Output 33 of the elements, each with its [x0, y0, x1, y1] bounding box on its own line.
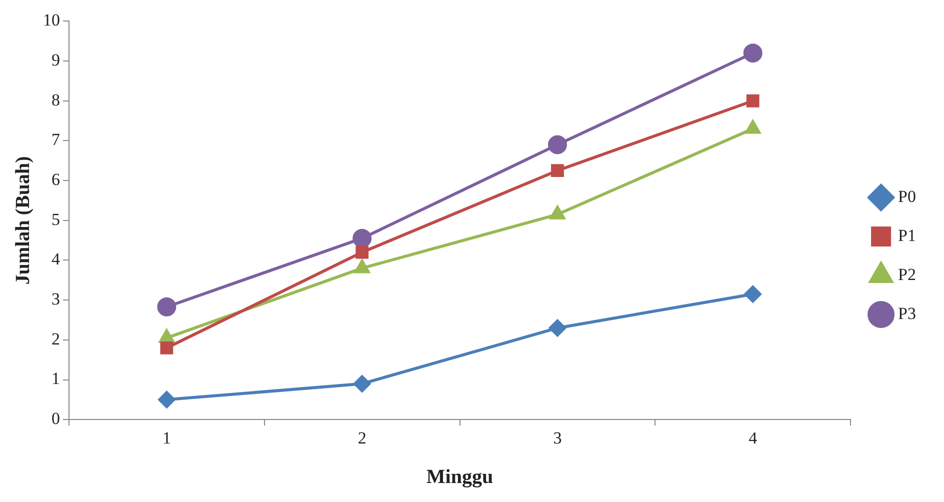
y-tick-label: 5 [52, 210, 60, 229]
point [352, 228, 372, 248]
point [548, 319, 566, 336]
y-tick-label: 9 [52, 50, 60, 70]
point [548, 135, 567, 154]
y-tick-label: 4 [52, 250, 60, 269]
x-tick-label: 1 [162, 428, 171, 448]
y-tick-label: 6 [52, 170, 60, 190]
point [551, 164, 564, 178]
y-tick-label: 0 [52, 409, 60, 428]
y-tick-label: 7 [52, 130, 60, 150]
legend-label: P2 [898, 264, 916, 284]
legend-label: P0 [898, 186, 916, 206]
point [356, 246, 369, 259]
y-tick-label: 8 [52, 90, 60, 110]
point [158, 391, 176, 408]
x-tick-label: 4 [748, 428, 758, 448]
y-axis-title: Jumlah (Buah) [12, 156, 34, 285]
point [744, 286, 762, 303]
point [160, 341, 174, 354]
y-tick-label: 10 [43, 10, 60, 30]
y-tick-label: 3 [52, 290, 60, 309]
legend-label: P1 [898, 226, 916, 245]
x-axis-title: Minggu [426, 466, 494, 488]
legend-label: P3 [898, 304, 916, 323]
y-tick-label: 1 [52, 369, 60, 388]
x-tick-label: 3 [553, 428, 562, 448]
y-tick-label: 2 [52, 329, 60, 348]
point [354, 375, 371, 392]
point [157, 297, 176, 316]
point [746, 94, 760, 108]
point [743, 44, 762, 63]
x-tick-label: 2 [358, 428, 366, 448]
